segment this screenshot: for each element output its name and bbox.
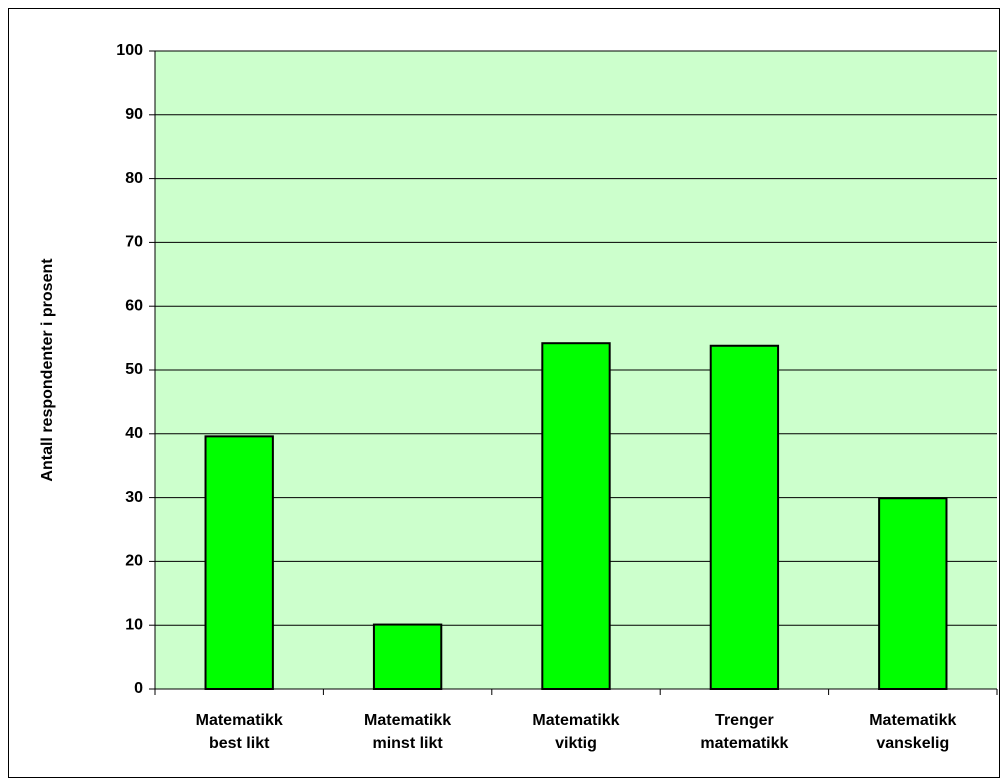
bar [372, 623, 443, 691]
x-tick-label: best likt [209, 735, 270, 752]
y-tick-label: 50 [125, 361, 143, 378]
x-tick-label: matematikk [700, 735, 788, 752]
x-tick-label: Matematikk [196, 712, 283, 729]
y-tick-label: 90 [125, 106, 143, 123]
y-tick-label: 40 [125, 425, 143, 442]
x-tick-label: Trenger [715, 712, 774, 729]
y-tick-label: 80 [125, 170, 143, 187]
x-tick-label: viktig [555, 735, 597, 752]
y-tick-label: 30 [125, 489, 143, 506]
y-tick-label: 0 [134, 680, 143, 697]
bar [878, 497, 948, 690]
bar [204, 435, 274, 690]
x-tick-label: vanskelig [876, 735, 949, 752]
x-tick-label: minst likt [372, 735, 443, 752]
bar [541, 342, 611, 690]
bar [709, 344, 780, 690]
x-tick-label: Matematikk [364, 712, 451, 729]
x-tick-label: Matematikk [869, 712, 956, 729]
y-tick-label: 60 [125, 297, 143, 314]
y-axis-title: Antall respondenter i prosent [39, 258, 56, 482]
y-tick-label: 20 [125, 553, 143, 570]
y-tick-label: 10 [125, 616, 143, 633]
y-tick-label: 100 [116, 42, 143, 59]
y-tick-label: 70 [125, 234, 143, 251]
x-tick-label: Matematikk [532, 712, 619, 729]
